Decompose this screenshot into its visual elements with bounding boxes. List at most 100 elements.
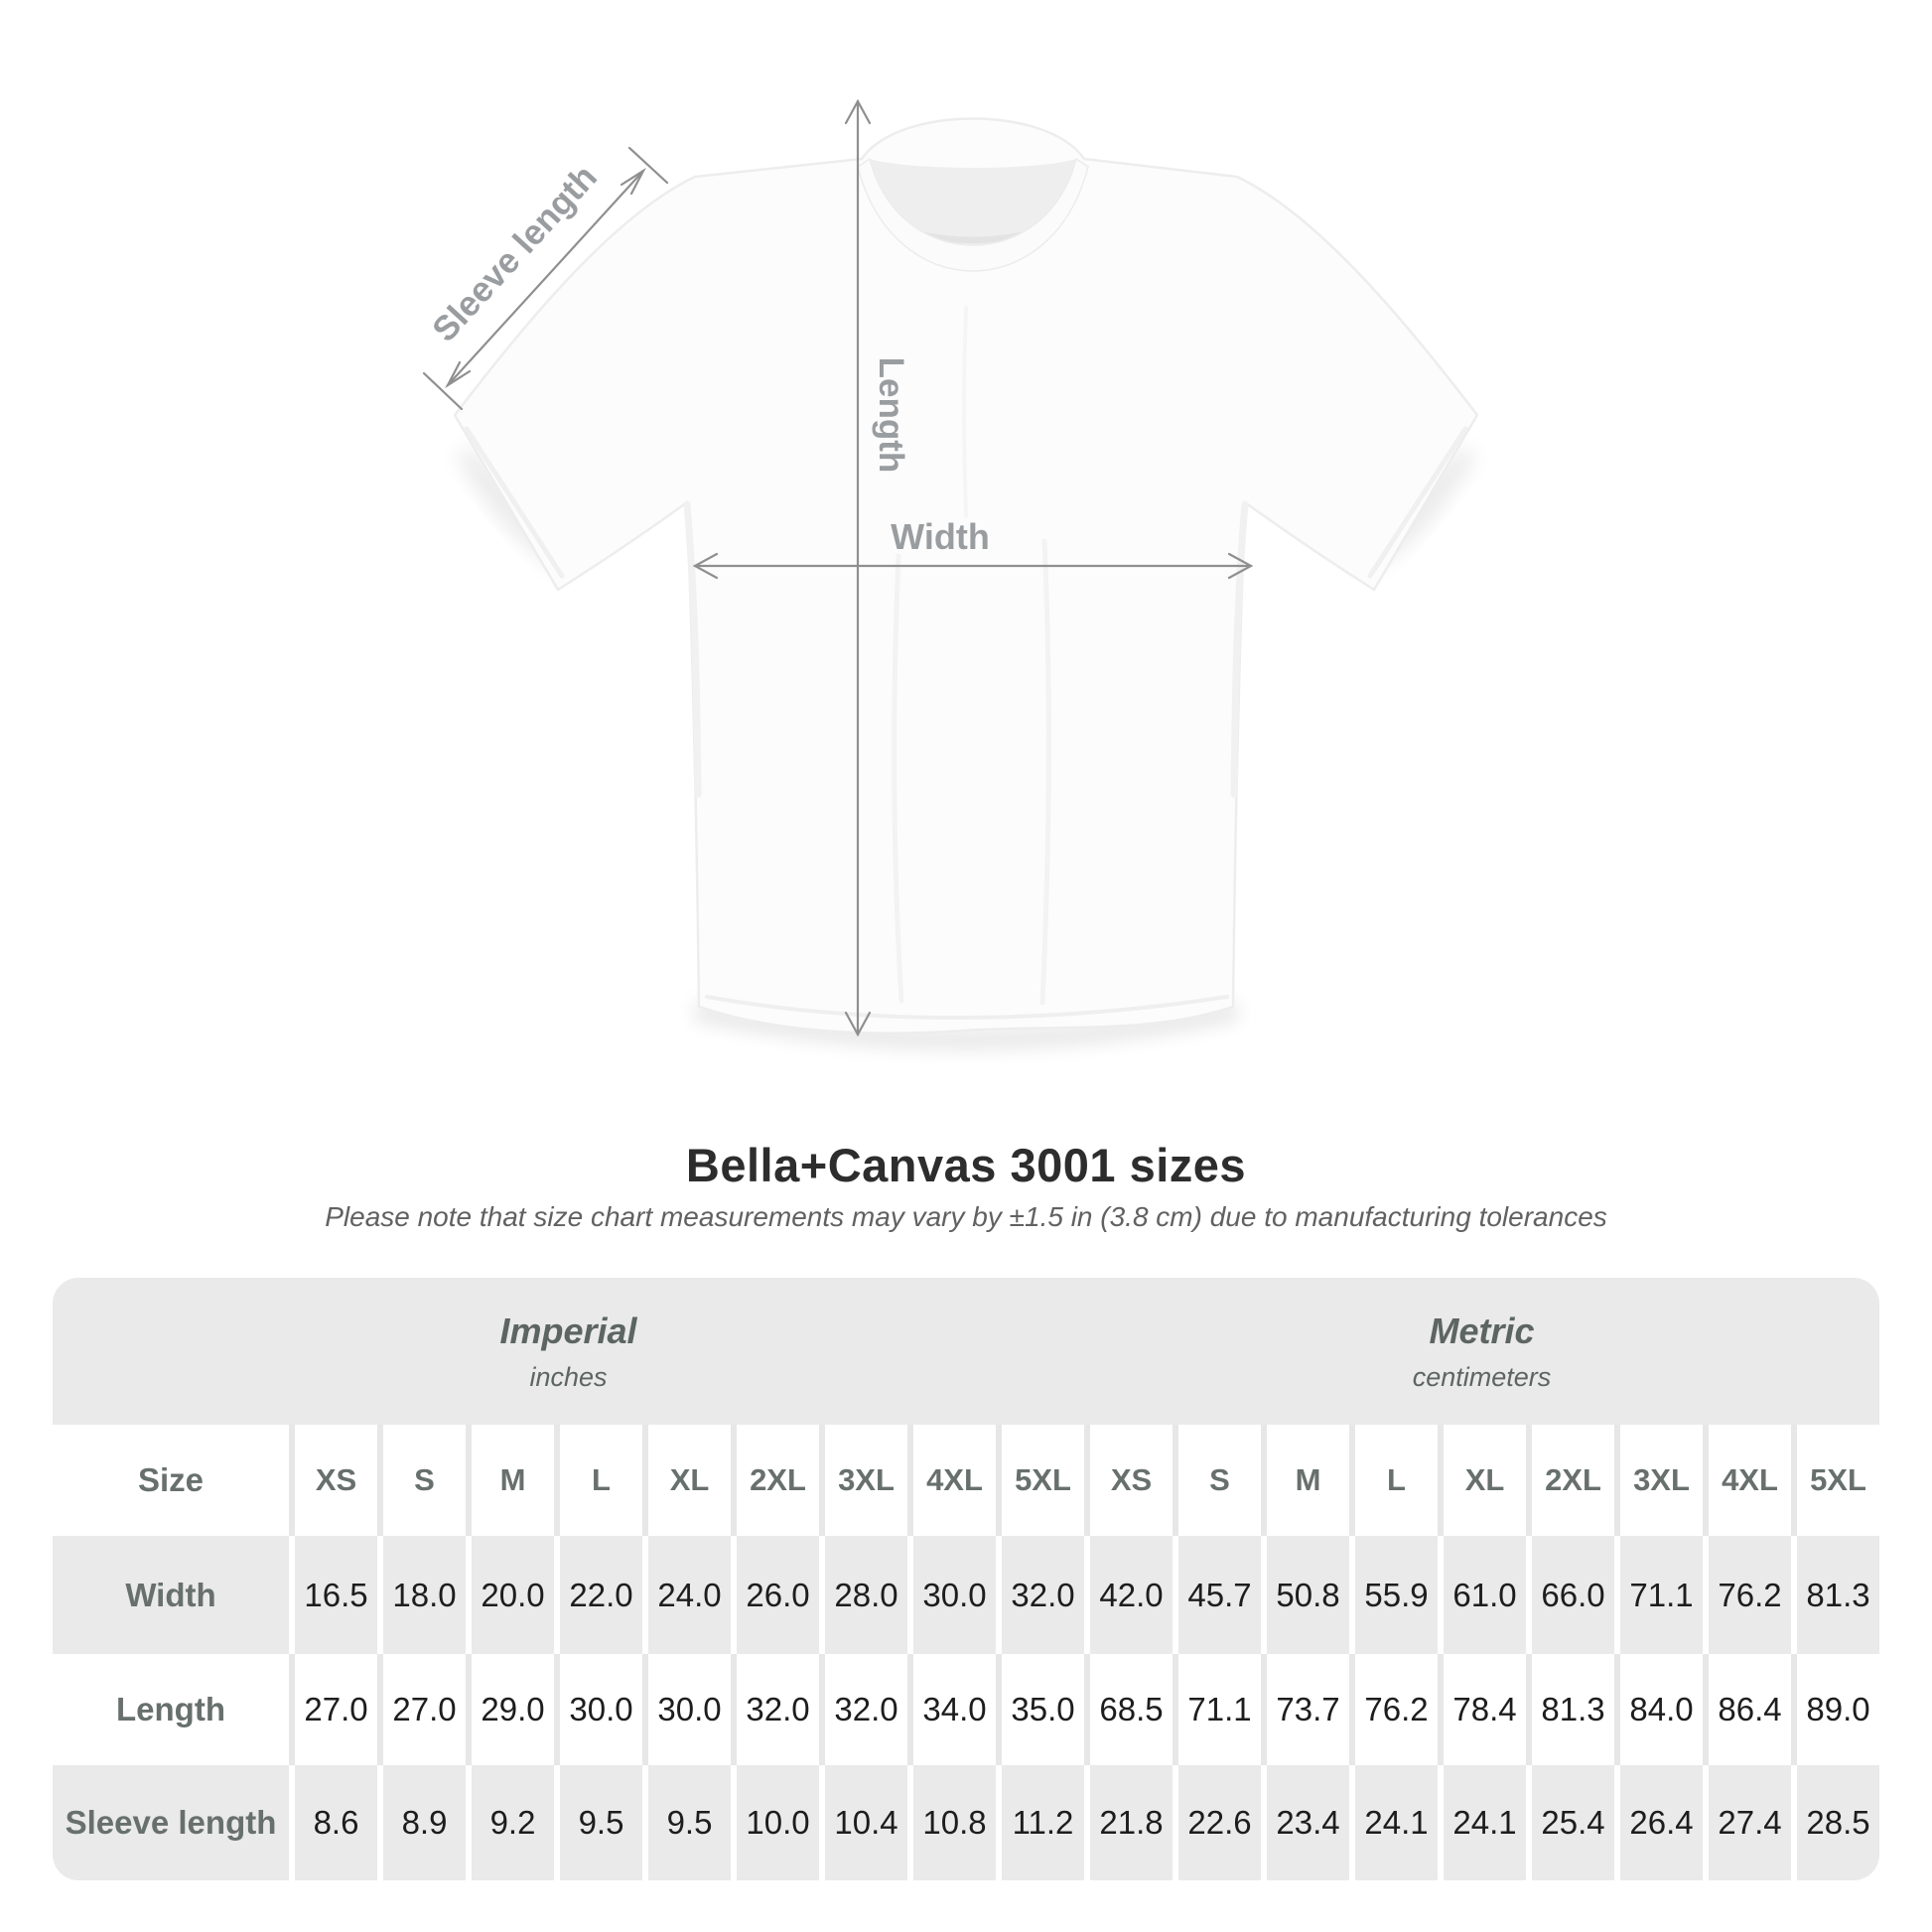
value-cell: 55.9: [1349, 1536, 1438, 1654]
width-arrowhead-right: [1227, 552, 1254, 580]
sleeve-extent-tick-top: [627, 146, 669, 185]
value-cell: 22.6: [1173, 1765, 1261, 1880]
value-cell: 18.0: [377, 1536, 466, 1654]
row-label-sleeve-length: Sleeve length: [65, 1804, 277, 1841]
metric-header: Metric centimeters: [1084, 1278, 1879, 1425]
value-cell: 81.3: [1791, 1536, 1879, 1654]
value-cell: 11.2: [996, 1765, 1084, 1880]
value-cell: 27.4: [1703, 1765, 1791, 1880]
size-col-header: M: [1261, 1425, 1349, 1536]
value-cell: 73.7: [1261, 1654, 1349, 1765]
value-cell: 35.0: [996, 1654, 1084, 1765]
value-cell: 23.4: [1261, 1765, 1349, 1880]
row-label-length: Length: [116, 1691, 225, 1727]
value-cell: 68.5: [1084, 1654, 1173, 1765]
tshirt-measurement-diagram: Sleeve length Length Width: [422, 98, 1479, 1049]
size-col-header: 5XL: [996, 1425, 1084, 1536]
size-col-header: XL: [1438, 1425, 1526, 1536]
value-cell: 16.5: [289, 1536, 377, 1654]
value-cell: 78.4: [1438, 1654, 1526, 1765]
page-subtitle: Please note that size chart measurements…: [325, 1201, 1607, 1232]
value-cell: 26.4: [1614, 1765, 1703, 1880]
size-col-header: 4XL: [907, 1425, 996, 1536]
value-cell: 30.0: [554, 1654, 642, 1765]
value-cell: 24.1: [1438, 1765, 1526, 1880]
collar-opening: [870, 159, 1076, 245]
size-col-header: 4XL: [1703, 1425, 1791, 1536]
value-cell: 9.2: [466, 1765, 554, 1880]
value-cell: 9.5: [642, 1765, 731, 1880]
length-label: Length: [872, 357, 910, 474]
value-cell: 10.4: [819, 1765, 907, 1880]
imperial-title: Imperial: [499, 1310, 637, 1351]
unit-header-band: Imperial inches Metric centimeters: [53, 1278, 1879, 1425]
row-label-width: Width: [125, 1576, 216, 1613]
value-cell: 42.0: [1084, 1536, 1173, 1654]
value-cell: 10.8: [907, 1765, 996, 1880]
size-col-header: XS: [289, 1425, 377, 1536]
page-title: Bella+Canvas 3001 sizes: [685, 1139, 1247, 1191]
value-cell: 71.1: [1614, 1536, 1703, 1654]
fabric-folds: [464, 306, 1468, 1021]
measurement-annotations: [422, 98, 1254, 1037]
size-column-header: Size: [137, 1461, 205, 1498]
value-cell: 21.8: [1084, 1765, 1173, 1880]
value-cell: 30.0: [642, 1654, 731, 1765]
value-cell: 24.0: [642, 1536, 731, 1654]
width-arrowhead-left: [692, 552, 719, 580]
value-cell: 84.0: [1614, 1654, 1703, 1765]
size-col-header: L: [554, 1425, 642, 1536]
value-cell: 30.0: [907, 1536, 996, 1654]
value-cell: 24.1: [1349, 1765, 1438, 1880]
value-cell: 89.0: [1791, 1654, 1879, 1765]
value-cell: 28.0: [819, 1536, 907, 1654]
size-col-header: L: [1349, 1425, 1438, 1536]
size-col-header: 5XL: [1791, 1425, 1879, 1536]
width-label: Width: [891, 516, 990, 557]
value-cell: 10.0: [731, 1765, 819, 1880]
size-col-header: M: [466, 1425, 554, 1536]
value-cell: 26.0: [731, 1536, 819, 1654]
sleeve-arrowhead-bottom: [445, 360, 472, 389]
sleeve-arrowhead-top: [620, 167, 646, 196]
value-cell: 32.0: [819, 1654, 907, 1765]
imperial-unit: inches: [529, 1361, 608, 1392]
value-cell: 27.0: [377, 1654, 466, 1765]
value-cell: 8.6: [289, 1765, 377, 1880]
sleeve-extent-tick-bottom: [422, 371, 464, 411]
value-cell: 34.0: [907, 1654, 996, 1765]
length-row: Length 27.0 27.0 29.0 30.0 30.0 32.0 32.…: [53, 1654, 1879, 1765]
value-cell: 28.5: [1791, 1765, 1879, 1880]
size-header-row: Size XS S M L XL 2XL 3XL 4XL 5XL XS S M …: [53, 1425, 1879, 1536]
imperial-header: Imperial inches: [53, 1278, 1084, 1425]
collar-band: [857, 157, 1089, 272]
size-col-header: 3XL: [1614, 1425, 1703, 1536]
size-table: Imperial inches Metric centimeters Size …: [53, 1278, 1879, 1880]
value-cell: 81.3: [1526, 1654, 1614, 1765]
tshirt-body: [453, 117, 1479, 1035]
value-cell: 86.4: [1703, 1654, 1791, 1765]
value-cell: 8.9: [377, 1765, 466, 1880]
size-col-header: 3XL: [819, 1425, 907, 1536]
length-arrowhead-top: [844, 98, 872, 125]
sleeve-length-row: Sleeve length 8.6 8.9 9.2 9.5 9.5 10.0 1…: [53, 1765, 1879, 1880]
size-col-header: 2XL: [731, 1425, 819, 1536]
metric-unit: centimeters: [1412, 1361, 1552, 1392]
value-cell: 71.1: [1173, 1654, 1261, 1765]
value-cell: 32.0: [731, 1654, 819, 1765]
size-col-header: XS: [1084, 1425, 1173, 1536]
value-cell: 27.0: [289, 1654, 377, 1765]
value-cell: 76.2: [1703, 1536, 1791, 1654]
value-cell: 29.0: [466, 1654, 554, 1765]
value-cell: 61.0: [1438, 1536, 1526, 1654]
length-arrowhead-bottom: [844, 1011, 872, 1037]
size-col-header: S: [377, 1425, 466, 1536]
sleeve-arrow: [446, 169, 645, 387]
hem-shadow: [695, 1001, 1237, 1049]
value-cell: 20.0: [466, 1536, 554, 1654]
width-row: Width 16.5 18.0 20.0 22.0 24.0 26.0 28.0…: [53, 1536, 1879, 1654]
value-cell: 76.2: [1349, 1654, 1438, 1765]
size-col-header: S: [1173, 1425, 1261, 1536]
value-cell: 22.0: [554, 1536, 642, 1654]
value-cell: 66.0: [1526, 1536, 1614, 1654]
